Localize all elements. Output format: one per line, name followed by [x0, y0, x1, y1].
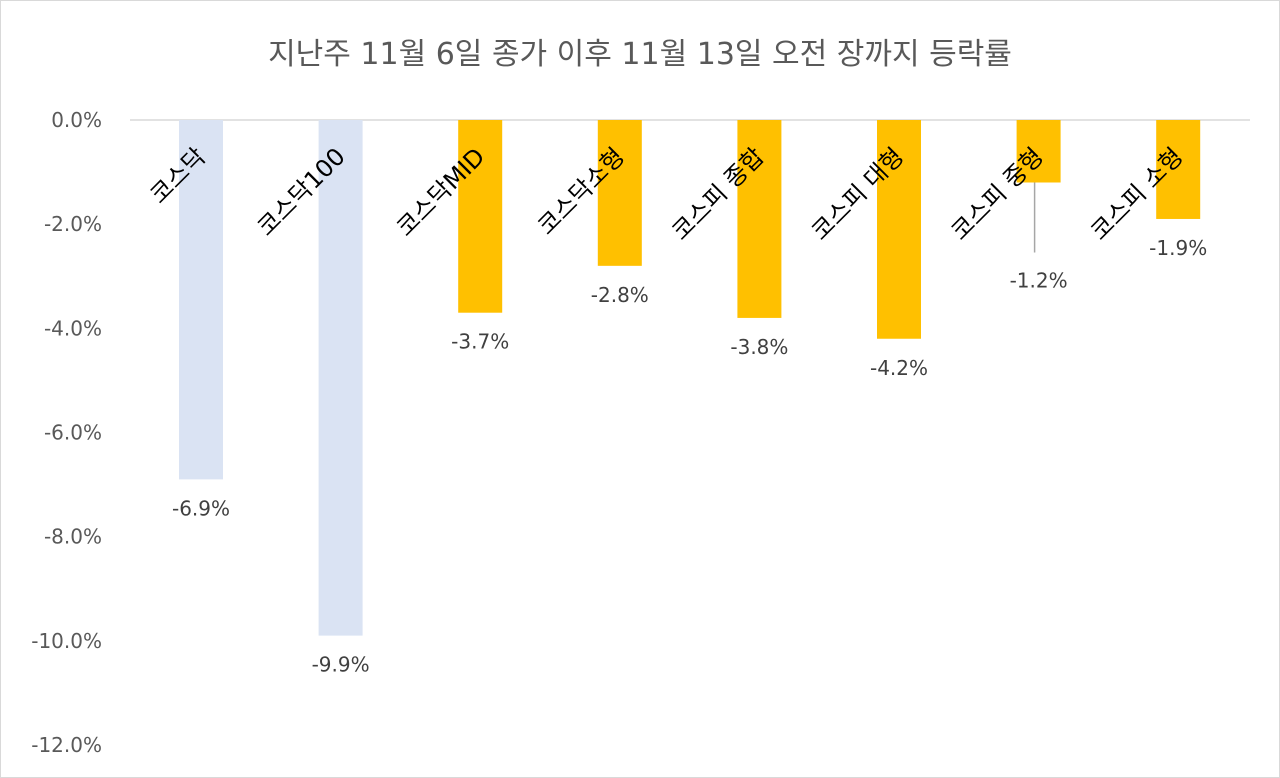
- y-tick-label: -6.0%: [44, 421, 102, 445]
- value-label: -3.7%: [451, 330, 509, 354]
- bar: [1156, 120, 1201, 219]
- y-tick-label: -8.0%: [44, 525, 102, 549]
- value-label: -6.9%: [172, 496, 230, 520]
- y-tick-label: -12.0%: [31, 733, 102, 757]
- bar: [179, 120, 223, 480]
- bar: [737, 120, 782, 318]
- chart-title: 지난주 11월 6일 종가 이후 11월 13일 오전 장까지 등락률: [268, 37, 1012, 72]
- value-label: -1.2%: [1010, 269, 1068, 293]
- value-label: -4.2%: [870, 356, 928, 380]
- bar: [597, 120, 642, 266]
- y-tick-label: -4.0%: [44, 316, 102, 340]
- y-tick-label: 0.0%: [51, 108, 102, 132]
- y-tick-label: -2.0%: [44, 212, 102, 236]
- value-label: -9.9%: [312, 653, 370, 677]
- y-tick-label: -10.0%: [31, 629, 102, 653]
- bar: [318, 120, 363, 636]
- bar: [877, 120, 921, 339]
- category-label: 코스피 중형: [946, 142, 1049, 245]
- bar: [458, 120, 503, 313]
- value-label: -3.8%: [730, 335, 788, 359]
- bar: [1016, 120, 1061, 183]
- value-label: -1.9%: [1149, 236, 1207, 260]
- value-label: -2.8%: [591, 283, 649, 307]
